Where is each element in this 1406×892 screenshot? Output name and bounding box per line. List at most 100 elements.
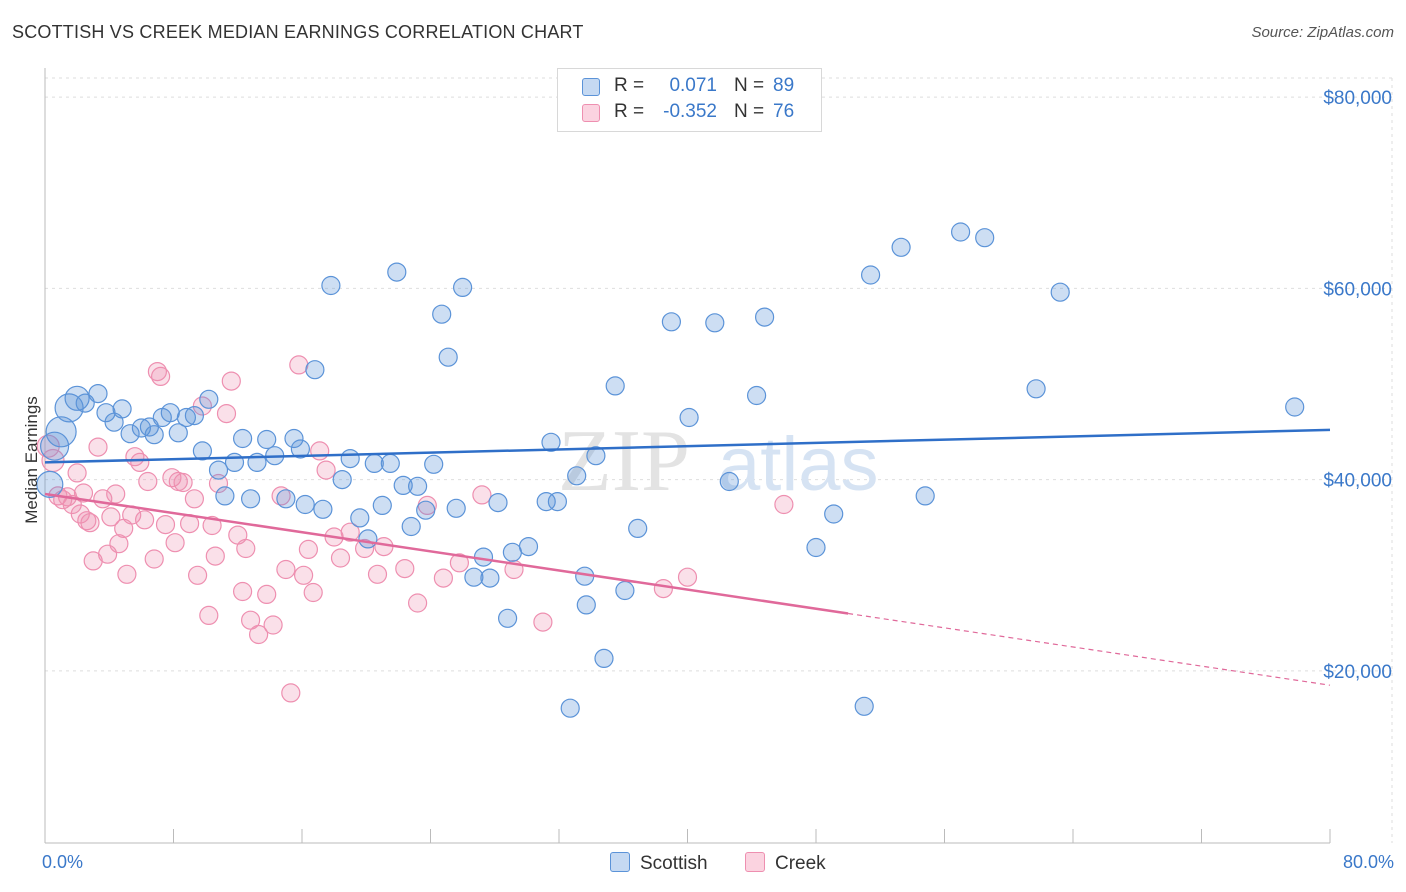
creek-point	[101, 507, 121, 527]
scottish-point	[424, 454, 444, 474]
scottish-point	[313, 499, 333, 519]
bottom-legend-swatch-creek	[745, 852, 765, 872]
scottish-point	[1026, 379, 1046, 399]
creek-point	[208, 473, 229, 494]
scottish-point	[380, 453, 400, 473]
scottish-point	[233, 428, 253, 449]
scottish-point	[560, 698, 580, 718]
creek-point	[653, 578, 674, 599]
scottish-series	[36, 222, 1305, 718]
scottish-point	[502, 542, 523, 562]
scottish-point	[75, 393, 95, 413]
scottish-point	[321, 275, 341, 296]
scottish-point	[192, 441, 212, 461]
scottish-point	[605, 376, 625, 396]
legend: R = 0.071 N = 89 R = -0.352 N = 76	[557, 68, 822, 132]
creek-point	[303, 582, 323, 603]
creek-point	[77, 511, 97, 531]
creek-point	[138, 471, 158, 492]
scottish-point	[276, 489, 296, 509]
creek-point	[276, 559, 296, 580]
scottish-point	[144, 425, 164, 445]
creek-point	[249, 624, 269, 645]
creek-point	[73, 483, 94, 503]
source-text: Source: ZipAtlas.com	[1251, 24, 1394, 41]
creek-point	[472, 485, 492, 505]
legend-r-label: R =	[614, 75, 645, 96]
creek-point	[263, 615, 283, 635]
creek-point	[367, 564, 388, 584]
creek-point	[257, 584, 277, 605]
scottish-point	[854, 696, 874, 716]
scottish-point	[393, 475, 413, 495]
scottish-point	[36, 470, 64, 498]
creek-point	[221, 371, 241, 391]
scottish-point	[208, 460, 229, 480]
creek-point	[184, 489, 204, 509]
legend-n-value: 89	[773, 75, 795, 96]
y-tick-label: $40,000	[1323, 471, 1392, 492]
legend-n-value: 76	[773, 101, 795, 122]
scottish-point	[453, 277, 473, 297]
creek-point	[310, 441, 330, 461]
legend-n-label: N =	[734, 75, 765, 96]
scottish-point	[547, 492, 568, 512]
scottish-point	[518, 536, 539, 557]
scottish-point	[387, 262, 407, 282]
creek-point	[117, 564, 137, 584]
creek-point	[774, 494, 794, 515]
scottish-point	[1050, 282, 1070, 302]
scottish-trend-line	[44, 428, 1331, 464]
watermark: ZIP atlas	[558, 413, 879, 510]
scottish-point	[567, 466, 587, 486]
scottish-point	[350, 508, 370, 528]
creek-point	[144, 549, 164, 569]
scottish-point	[332, 470, 352, 490]
creek-point	[395, 558, 415, 579]
creek-point	[205, 546, 225, 566]
scottish-point	[184, 406, 204, 426]
scottish-point	[358, 529, 378, 549]
creek-point	[106, 484, 126, 504]
scottish-point	[464, 567, 484, 587]
scottish-point	[719, 471, 739, 492]
creek-point	[88, 437, 108, 457]
scottish-point	[975, 228, 995, 248]
scottish-point	[576, 595, 596, 615]
y-tick-label: $20,000	[1323, 662, 1392, 683]
creek-point	[533, 612, 553, 632]
scottish-point	[438, 347, 458, 367]
y-tick-label: $60,000	[1323, 279, 1392, 300]
creek-point	[109, 534, 129, 554]
creek-point	[316, 460, 336, 480]
scottish-point	[806, 537, 826, 558]
creek-point	[67, 463, 87, 483]
scottish-point	[284, 428, 304, 449]
creek-point	[340, 522, 360, 542]
creek-point	[202, 515, 222, 536]
creek-trend-line	[44, 492, 849, 615]
creek-point	[330, 548, 351, 568]
scottish-point	[408, 476, 428, 496]
scottish-point	[305, 360, 325, 380]
creek-point	[233, 581, 253, 602]
bottom-legend-scottish: Scottish	[610, 852, 708, 875]
scottish-point	[446, 498, 466, 518]
scottish-point	[199, 389, 219, 409]
creek-point	[135, 510, 155, 530]
scottish-point	[160, 403, 180, 423]
creek-point	[165, 533, 185, 553]
bottom-legend-creek: Creek	[745, 852, 826, 875]
bottom-legend-label: Scottish	[640, 853, 708, 874]
creek-point	[298, 539, 318, 560]
bottom-legend-label: Creek	[775, 853, 826, 874]
x-tick-max: 80.0%	[1342, 852, 1394, 872]
scottish-point	[824, 504, 844, 524]
creek-point	[677, 567, 698, 587]
scottish-point	[224, 452, 245, 472]
scottish-point	[45, 416, 77, 448]
y-tick-label: $80,000	[1323, 88, 1392, 109]
scottish-point	[891, 237, 911, 257]
scottish-point	[541, 432, 561, 452]
creek-point	[294, 565, 314, 585]
